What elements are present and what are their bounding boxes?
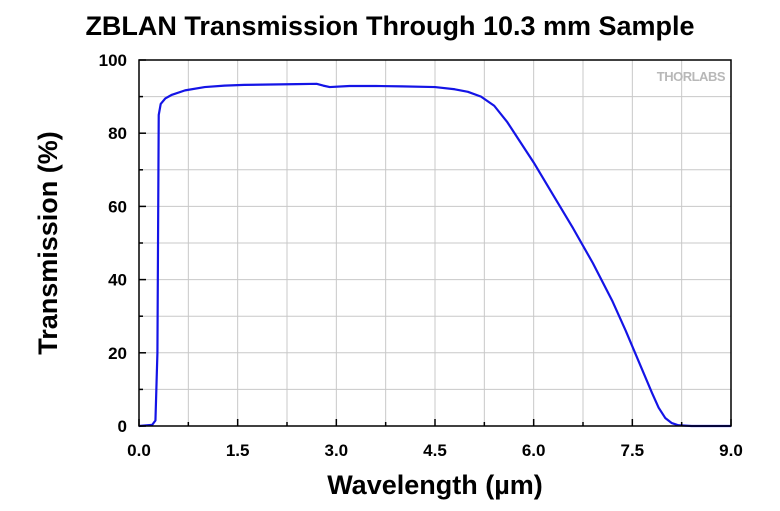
y-tick-label: 100 [99,51,127,70]
x-tick-label: 1.5 [226,441,250,460]
axis-ticks [138,59,732,427]
y-tick-label: 20 [108,344,127,363]
transmission-curve [138,82,731,428]
x-tick-label: 9.0 [719,441,743,460]
x-tick-label: 4.5 [423,441,447,460]
y-tick-labels: 0 20 40 60 80 100 [99,51,127,436]
x-tick-label: 7.5 [621,441,645,460]
grid-lines [139,60,731,426]
x-tick-labels: 0.0 1.5 3.0 4.5 6.0 7.5 9.0 [127,441,743,460]
y-axis-label: Transmission (%) [33,131,63,355]
y-tick-label: 0 [118,417,127,436]
y-tick-label: 40 [108,271,127,290]
x-tick-label: 0.0 [127,441,151,460]
x-tick-label: 3.0 [325,441,349,460]
y-tick-label: 80 [108,124,127,143]
chart-title: ZBLAN Transmission Through 10.3 mm Sampl… [85,11,694,41]
thorlabs-watermark: THORLABS [657,69,726,84]
x-tick-label: 6.0 [522,441,546,460]
y-tick-label: 60 [108,197,127,216]
x-axis-label: Wavelength (µm) [327,470,543,500]
